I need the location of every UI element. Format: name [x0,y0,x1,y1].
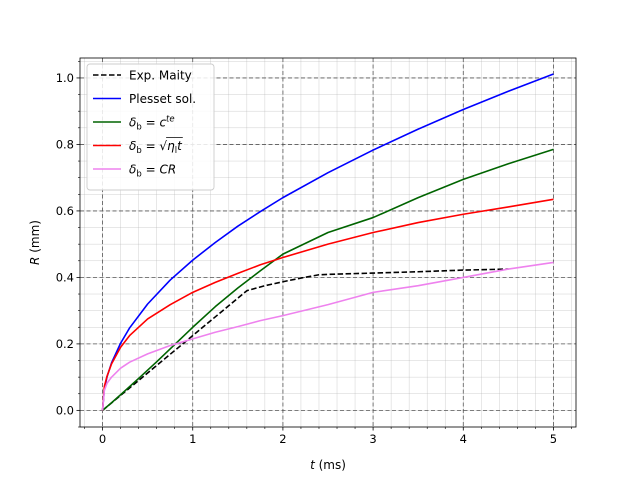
y-axis-label-var: R [28,257,42,265]
axis-ticks: 0 1 2 3 4 5 0.0 0.2 0.4 0.6 0.8 1.0 [56,61,572,446]
legend-label-0: Exp. Maity [129,69,192,83]
major-grid [80,58,576,427]
x-axis-label-var: t [310,458,316,472]
series-layer [101,73,554,411]
legend-box [86,63,215,191]
y-tick-label: 0.8 [56,137,74,151]
y-tick-label: 0.4 [56,270,74,284]
series-line-0 [102,268,509,411]
x-tick-label: 3 [369,432,376,446]
y-axis-label: R (mm) [28,220,42,265]
x-tick-label: 5 [550,432,557,446]
y-tick-label: 0.6 [56,204,74,218]
x-tick-label: 4 [460,432,467,446]
series-line-4 [101,261,554,411]
legend-label-4: δb = CR [129,163,176,180]
y-tick-label: 0.2 [56,337,74,351]
series-line-3 [101,198,554,411]
legend-label-1: Plesset sol. [129,92,196,106]
y-tick-label: 0.0 [56,403,74,417]
x-tick-label: 1 [189,432,196,446]
x-axis-label: t (ms) [310,458,346,472]
series-line-2 [102,148,554,411]
y-axis-label-unit: (mm) [28,220,42,257]
x-tick-label: 2 [279,432,286,446]
legend-label-2: δb = cte [129,115,175,133]
y-tick-label: 1.0 [56,71,74,85]
legend: Exp. Maity Plesset sol. δb = cte δb = √ηlt δ… [86,63,215,191]
x-axis-label-unit: (ms) [315,458,346,472]
legend-label-3: δb = √ηlt [129,139,183,156]
x-tick-label: 0 [99,432,106,446]
plot-frame [79,57,577,428]
